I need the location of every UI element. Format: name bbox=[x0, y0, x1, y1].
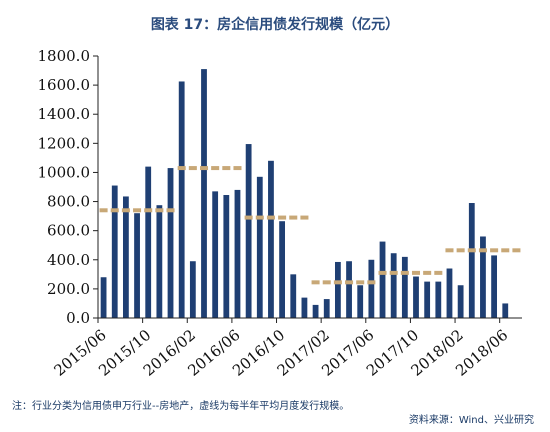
bar-2016/06 bbox=[234, 189, 241, 318]
bar-2017/11 bbox=[424, 281, 431, 318]
bar-2017/09 bbox=[401, 256, 408, 318]
y-tick-label: 400.0 bbox=[47, 251, 90, 269]
bar-2016/08 bbox=[256, 176, 263, 318]
bar-2015/10 bbox=[145, 166, 152, 318]
y-tick-label: 1200.0 bbox=[38, 134, 91, 152]
bar-2016/11 bbox=[290, 274, 297, 318]
chart-title: 图表 17：房企信用债发行规模（亿元） bbox=[150, 17, 400, 33]
axis-labels: 0.0 200.0 400.0 600.0 800.0 1000.0 1200.0 1400.… bbox=[38, 47, 512, 380]
bar-2015/09 bbox=[134, 213, 140, 318]
bar-2016/01 bbox=[178, 81, 185, 318]
bar-2016/10 bbox=[279, 221, 286, 318]
bar-2017/12 bbox=[435, 281, 442, 318]
chart-footnote: 注：行业分类为信用债申万行业--房地产，虚线为每半年平均月度发行规模。 bbox=[12, 401, 350, 412]
bar-2017/03 bbox=[334, 261, 341, 318]
y-tick-label: 1600.0 bbox=[38, 76, 91, 94]
bar-2018/03 bbox=[468, 203, 475, 318]
y-tick-label: 1000.0 bbox=[38, 163, 91, 181]
bar-2017/01 bbox=[312, 304, 319, 318]
bar-2016/12 bbox=[301, 297, 308, 318]
bar-2015/11 bbox=[156, 205, 163, 318]
y-tick-label: 800.0 bbox=[47, 193, 90, 211]
bar-2015/06 bbox=[100, 277, 107, 318]
bar-2018/04 bbox=[480, 236, 486, 318]
bar-2018/05 bbox=[491, 255, 498, 318]
bar-2016/04 bbox=[212, 191, 219, 318]
bar-2018/01 bbox=[446, 268, 453, 318]
y-axis-ticks bbox=[93, 55, 98, 319]
y-tick-label: 1800.0 bbox=[38, 47, 91, 65]
axes bbox=[97, 56, 522, 323]
bar-2018/06 bbox=[502, 303, 509, 318]
bar-2015/08 bbox=[122, 196, 129, 318]
average-dash-series bbox=[99, 166, 521, 285]
bar-2015/12 bbox=[167, 168, 174, 318]
bar-2018/02 bbox=[457, 285, 464, 318]
y-tick-label: 1400.0 bbox=[38, 105, 91, 123]
bar-2017/08 bbox=[390, 253, 397, 318]
bar-2017/07 bbox=[379, 241, 386, 318]
bar-2017/04 bbox=[346, 261, 352, 318]
bar-2016/03 bbox=[201, 69, 207, 318]
bar-2017/02 bbox=[323, 299, 330, 318]
bar-2016/05 bbox=[223, 195, 230, 318]
bar-series bbox=[100, 69, 509, 318]
bar-2015/07 bbox=[111, 185, 118, 318]
bar-2016/02 bbox=[189, 261, 196, 318]
y-tick-label: 600.0 bbox=[47, 222, 90, 240]
bar-2017/05 bbox=[357, 285, 364, 318]
bar-2016/07 bbox=[245, 144, 252, 318]
y-tick-label: 200.0 bbox=[47, 280, 90, 298]
bar-2017/06 bbox=[368, 259, 375, 318]
bar-2016/09 bbox=[268, 160, 274, 318]
bar-2017/10 bbox=[413, 276, 419, 318]
y-tick-label: 0.0 bbox=[66, 309, 90, 327]
chart-source: 资料来源：Wind、兴业研究 bbox=[408, 415, 534, 426]
